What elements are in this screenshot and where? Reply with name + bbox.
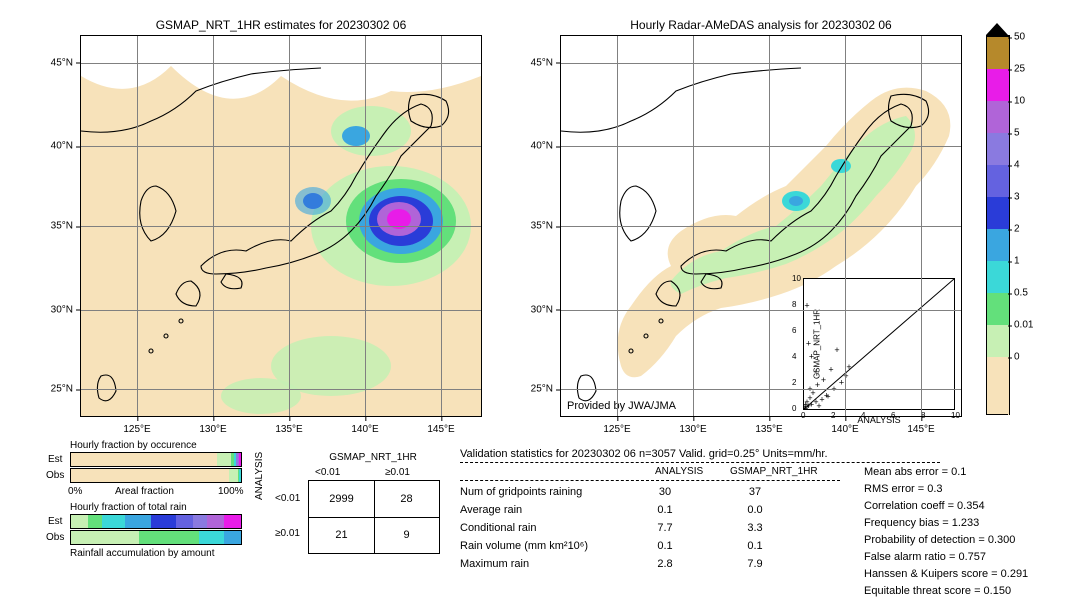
right-map-title: Hourly Radar-AMeDAS analysis for 2023030… [561,18,961,32]
lon-tick: 125°E [603,424,630,435]
colorbar-tick: 5 [1014,128,1020,139]
total-row-obs: Obs [46,532,64,543]
ct-cell-3: 9 [374,517,439,553]
validation-right: Mean abs error = 0.1 RMS error = 0.3 Corre… [864,466,1028,602]
total-bar-obs [70,530,242,545]
lon-tick: 125°E [123,424,150,435]
lon-tick: 135°E [275,424,302,435]
validation-metric: Mean abs error = 0.1 [864,466,1028,478]
colorbar-tick: 3 [1014,192,1020,203]
validation-metric: Frequency bias = 1.233 [864,517,1028,529]
lon-tick: 135°E [755,424,782,435]
svg-text:+: + [825,392,830,402]
total-footer: Rainfall accumulation by amount [70,548,215,559]
svg-text:+: + [846,362,851,372]
ct-row-1: ≥0.01 [275,528,300,539]
lon-tick: 130°E [679,424,706,435]
colorbar-tick: 0 [1014,352,1020,363]
colorbar: 502510543210.50.010 [986,35,1008,415]
ct-col-1: ≥0.01 [385,467,410,478]
validation-col1: ANALYSIS [655,466,703,477]
validation-dash-top [460,462,940,463]
validation-row: Conditional rain7.73.3 [460,522,810,534]
svg-text:+: + [828,364,833,374]
left-map-panel: GSMAP_NRT_1HR estimates for 20230302 06 [80,35,482,417]
right-map-panel: Hourly Radar-AMeDAS analysis for 2023030… [560,35,962,417]
lat-tick: 40°N [51,141,73,152]
occurrence-row-est: Est [48,454,62,465]
validation-rows: Num of gridpoints raining3037 Average rai… [460,486,810,576]
lon-tick: 145°E [907,424,934,435]
lat-tick: 40°N [531,141,553,152]
occurrence-axis-label: Areal fraction [115,486,174,497]
contingency-table: 2999 28 21 9 [308,480,440,554]
lat-tick: 35°N [51,221,73,232]
ct-col-0: <0.01 [315,467,340,478]
validation-metric: RMS error = 0.3 [864,483,1028,495]
occurrence-row-obs: Obs [46,470,64,481]
colorbar-tick: 25 [1014,64,1025,75]
total-bar-est [70,514,242,529]
colorbar-tick: 50 [1014,32,1025,43]
colorbar-tick: 2 [1014,224,1020,235]
occurrence-axis-right: 100% [218,486,244,497]
validation-row: Maximum rain2.87.9 [460,558,810,570]
colorbar-tick: 10 [1014,96,1025,107]
occurrence-bar-obs [70,468,242,483]
page-root: GSMAP_NRT_1HR estimates for 20230302 06 [0,0,1080,612]
validation-title: Validation statistics for 20230302 06 n=… [460,448,828,460]
validation-col2: GSMAP_NRT_1HR [730,466,818,477]
occurrence-title: Hourly fraction by occurence [70,440,197,451]
occurrence-axis-left: 0% [68,486,82,497]
ct-cell-0: 2999 [309,481,374,517]
validation-row: Average rain0.10.0 [460,504,810,516]
validation-metric: Probability of detection = 0.300 [864,534,1028,546]
validation-metric: Hanssen & Kuipers score = 0.291 [864,568,1028,580]
validation-metric: False alarm ratio = 0.757 [864,551,1028,563]
svg-text:+: + [806,338,811,348]
svg-text:+: + [816,401,821,409]
lat-tick: 25°N [51,384,73,395]
lat-tick: 30°N [531,304,553,315]
lon-tick: 140°E [351,424,378,435]
total-title: Hourly fraction of total rain [70,502,187,513]
lon-tick: 140°E [831,424,858,435]
validation-dash-sub [460,480,840,481]
colorbar-tick: 1 [1014,256,1020,267]
occurrence-bar-est [70,452,242,467]
ct-row-0: <0.01 [275,493,300,504]
lat-tick: 45°N [51,57,73,68]
left-map-title: GSMAP_NRT_1HR estimates for 20230302 06 [81,18,481,32]
ct-row-header: ANALYSIS [254,452,265,500]
colorbar-tick: 4 [1014,160,1020,171]
colorbar-tick: 0.5 [1014,288,1028,299]
right-map-attrib: Provided by JWA/JMA [567,400,676,412]
colorbar-cap-icon [985,23,1009,35]
svg-text:+: + [834,345,839,355]
validation-metric: Equitable threat score = 0.150 [864,585,1028,597]
lon-tick: 130°E [199,424,226,435]
lat-tick: 35°N [531,221,553,232]
ct-col-header: GSMAP_NRT_1HR [308,452,438,463]
lon-tick: 145°E [427,424,454,435]
ct-cell-1: 28 [374,481,439,517]
total-row-est: Est [48,516,62,527]
validation-metric: Correlation coeff = 0.354 [864,500,1028,512]
colorbar-tick: 0.01 [1014,320,1033,331]
ct-cell-2: 21 [309,517,374,553]
svg-text:+: + [821,375,826,385]
validation-row: Rain volume (mm km²10⁶)0.10.1 [460,540,810,552]
lat-tick: 45°N [531,57,553,68]
validation-row: Num of gridpoints raining3037 [460,486,810,498]
lat-tick: 25°N [531,384,553,395]
lat-tick: 30°N [51,304,73,315]
scatter-ylabel: GSMAP_NRT_1HR [813,309,822,379]
